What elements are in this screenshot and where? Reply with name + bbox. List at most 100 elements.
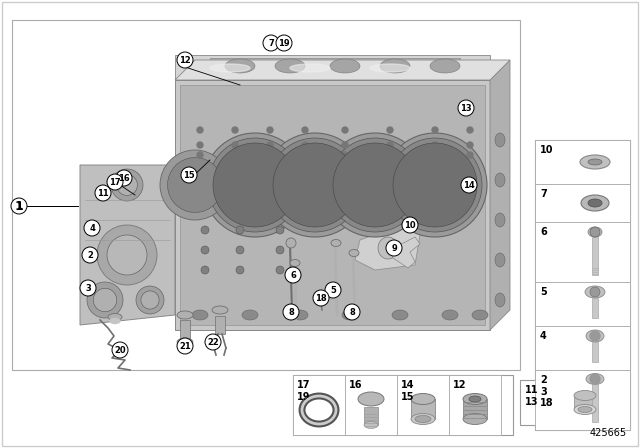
Circle shape	[432, 127, 438, 133]
Ellipse shape	[263, 133, 367, 237]
Ellipse shape	[210, 64, 250, 72]
Bar	[180, 320, 190, 342]
Text: 17
19: 17 19	[297, 380, 310, 401]
Ellipse shape	[330, 59, 360, 73]
FancyBboxPatch shape	[520, 380, 615, 425]
Bar	[215, 316, 225, 334]
FancyBboxPatch shape	[535, 184, 630, 222]
Circle shape	[432, 142, 438, 148]
Ellipse shape	[472, 310, 488, 320]
Circle shape	[267, 127, 273, 133]
Ellipse shape	[107, 235, 147, 275]
FancyBboxPatch shape	[535, 222, 630, 282]
Text: 2
3
18: 2 3 18	[540, 375, 554, 408]
Ellipse shape	[495, 213, 505, 227]
Text: 15: 15	[183, 171, 195, 180]
Text: 20: 20	[114, 345, 126, 354]
Ellipse shape	[588, 159, 602, 165]
Text: 22: 22	[207, 337, 219, 346]
FancyBboxPatch shape	[449, 375, 501, 435]
Circle shape	[181, 167, 197, 183]
Circle shape	[197, 142, 203, 148]
Circle shape	[590, 287, 600, 297]
Text: 16: 16	[349, 380, 362, 390]
Circle shape	[116, 170, 132, 186]
Ellipse shape	[331, 240, 341, 246]
Ellipse shape	[495, 133, 505, 147]
Circle shape	[302, 142, 308, 148]
Ellipse shape	[136, 286, 164, 314]
Ellipse shape	[177, 311, 193, 319]
FancyBboxPatch shape	[345, 375, 397, 435]
Ellipse shape	[333, 143, 417, 227]
Ellipse shape	[442, 310, 458, 320]
Text: 2: 2	[87, 250, 93, 259]
Text: 9: 9	[391, 244, 397, 253]
Ellipse shape	[578, 406, 592, 413]
Ellipse shape	[370, 64, 410, 72]
Ellipse shape	[87, 282, 123, 318]
Ellipse shape	[574, 405, 596, 414]
Polygon shape	[210, 58, 460, 75]
Circle shape	[263, 35, 279, 51]
Text: 14: 14	[463, 181, 475, 190]
Ellipse shape	[349, 250, 359, 257]
Ellipse shape	[203, 133, 307, 237]
Polygon shape	[355, 225, 420, 270]
Ellipse shape	[495, 293, 505, 307]
Circle shape	[344, 304, 360, 320]
Bar	[592, 384, 598, 422]
Ellipse shape	[586, 374, 604, 384]
Circle shape	[112, 342, 128, 358]
Ellipse shape	[383, 133, 487, 237]
Ellipse shape	[495, 173, 505, 187]
Polygon shape	[390, 237, 420, 268]
Circle shape	[467, 127, 473, 133]
Ellipse shape	[292, 310, 308, 320]
Ellipse shape	[192, 310, 208, 320]
Ellipse shape	[588, 199, 602, 207]
Ellipse shape	[273, 143, 357, 227]
Polygon shape	[80, 165, 175, 325]
Circle shape	[432, 152, 438, 158]
Ellipse shape	[97, 225, 157, 285]
Ellipse shape	[580, 155, 610, 169]
Ellipse shape	[290, 64, 330, 72]
Text: 1: 1	[15, 199, 24, 212]
Ellipse shape	[225, 59, 255, 73]
Circle shape	[387, 127, 393, 133]
Ellipse shape	[430, 59, 460, 73]
Circle shape	[236, 246, 244, 254]
Circle shape	[590, 331, 600, 341]
Circle shape	[313, 290, 329, 306]
Polygon shape	[180, 85, 485, 325]
Ellipse shape	[208, 138, 302, 232]
Text: 8: 8	[349, 307, 355, 316]
FancyBboxPatch shape	[293, 375, 513, 435]
Circle shape	[11, 198, 27, 214]
Circle shape	[461, 177, 477, 193]
Ellipse shape	[242, 310, 258, 320]
Text: 16: 16	[118, 173, 130, 182]
FancyBboxPatch shape	[12, 20, 520, 370]
Ellipse shape	[380, 59, 410, 73]
Ellipse shape	[574, 391, 596, 401]
Circle shape	[80, 280, 96, 296]
Text: 5: 5	[540, 287, 547, 297]
Text: 11: 11	[97, 189, 109, 198]
Bar	[592, 342, 598, 362]
Ellipse shape	[581, 195, 609, 211]
Circle shape	[325, 282, 341, 298]
Ellipse shape	[93, 289, 116, 312]
Circle shape	[467, 142, 473, 148]
Text: 14
15: 14 15	[401, 380, 415, 401]
Text: 6: 6	[540, 227, 547, 237]
Text: 4: 4	[540, 331, 547, 341]
FancyBboxPatch shape	[535, 282, 630, 326]
FancyBboxPatch shape	[535, 140, 630, 184]
Circle shape	[197, 152, 203, 158]
Text: 5: 5	[330, 285, 336, 294]
Polygon shape	[490, 60, 510, 330]
Ellipse shape	[212, 306, 228, 314]
Ellipse shape	[290, 259, 300, 267]
